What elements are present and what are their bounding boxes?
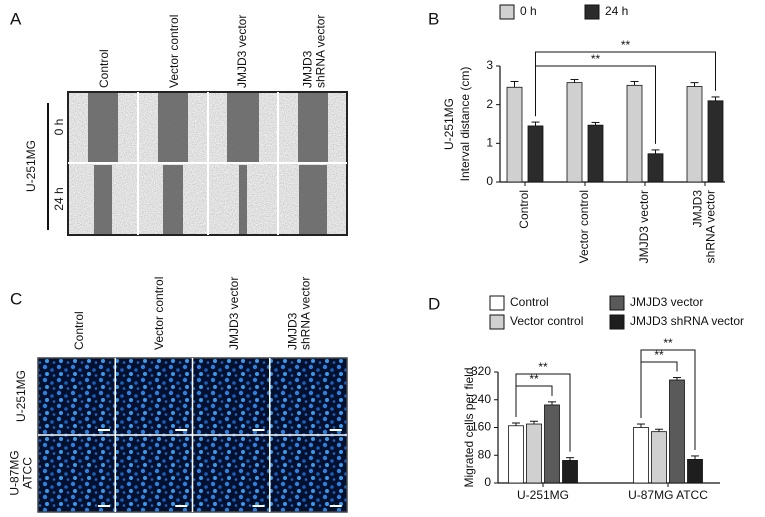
bar [626,84,643,183]
y-tick-label: 160 [471,420,491,434]
legend-swatch [584,4,600,20]
scratch-gap [88,93,118,162]
legend-swatch [499,4,515,20]
scratch-gap [227,93,259,162]
column-label: shRNA vector [314,15,328,88]
scratch-gap [158,93,188,162]
y-tick-label: 2 [486,97,493,111]
bar [686,86,703,183]
legend-label: JMJD3 vector [630,295,703,309]
y-axis-label: Migrated cells per field [462,367,476,487]
y-axis-label: Interval distance (cm) [458,67,472,182]
column-label: JMJD3 [301,50,315,88]
legend-label: JMJD3 shRNA vector [630,314,744,328]
panel-label: A [10,9,22,28]
significance-label: ** [663,336,673,350]
x-tick-label: Control [517,190,531,229]
significance-label: ** [538,360,548,374]
row-label: U-251MG [24,140,38,192]
row-label: 0 h [52,119,66,136]
bar [527,125,544,183]
column-label: Control [97,49,111,88]
bar [587,124,604,183]
scratch-gap [299,165,327,234]
column-label: Vector control [152,277,166,350]
legend-label: Vector control [510,314,583,328]
column-label: JMJD3 [286,312,300,350]
column-label: JMJD3 vector [235,15,249,88]
significance-bracket [515,373,571,452]
y-tick-label: 3 [486,58,493,72]
y-tick-label: 320 [471,364,491,378]
x-tick-label: Vector control [577,190,591,263]
bar [687,459,703,484]
legend-label: 0 h [520,4,537,18]
y-tick-label: 80 [478,447,492,461]
legend-label: Control [510,295,549,309]
y-tick-label: 240 [471,392,491,406]
y-axis-label: U-251MG [442,98,456,150]
panel-label: B [428,9,439,28]
legend-swatch [489,295,505,311]
x-tick-label: U-87MG ATCC [628,488,708,502]
column-label: JMJD3 vector [227,277,241,350]
legend-swatch [609,314,625,330]
y-tick-label: 1 [486,136,493,150]
y-tick-label: 0 [484,475,491,489]
significance-label: ** [529,372,539,386]
bar [647,153,664,183]
bar [651,431,667,484]
bar [566,82,583,183]
bar [562,460,578,484]
panel-label: D [428,294,440,313]
bar [669,379,685,484]
significance-label: ** [621,38,631,52]
x-tick-label: U-251MG [517,488,569,502]
panel-label: C [10,289,22,308]
legend-label: 24 h [605,4,628,18]
row-label: ATCC [21,457,35,489]
legend-swatch [489,314,505,330]
significance-label: ** [591,52,601,66]
scratch-gap [163,165,183,234]
bar [508,425,524,484]
bar [633,427,649,484]
x-tick-label: shRNA vector [704,190,718,263]
significance-bracket [640,349,696,450]
significance-bracket [535,51,716,117]
scratch-gap [94,165,112,234]
x-tick-label: JMJD3 vector [637,190,651,263]
bar [526,423,542,484]
bar [506,86,523,183]
legend-swatch [609,295,625,311]
bar [544,404,560,484]
column-label: Control [72,311,86,350]
bar [707,100,724,183]
significance-label: ** [654,348,664,362]
column-label: Vector control [167,15,181,88]
row-label: U-87MG [8,450,22,495]
x-tick-label: JMJD3 [691,190,705,228]
scratch-gap [298,93,328,162]
row-label: 24 h [52,187,66,210]
scratch-gap [239,165,247,234]
column-label: shRNA vector [299,277,313,350]
row-label: U-251MG [14,370,28,422]
y-tick-label: 0 [486,174,493,188]
